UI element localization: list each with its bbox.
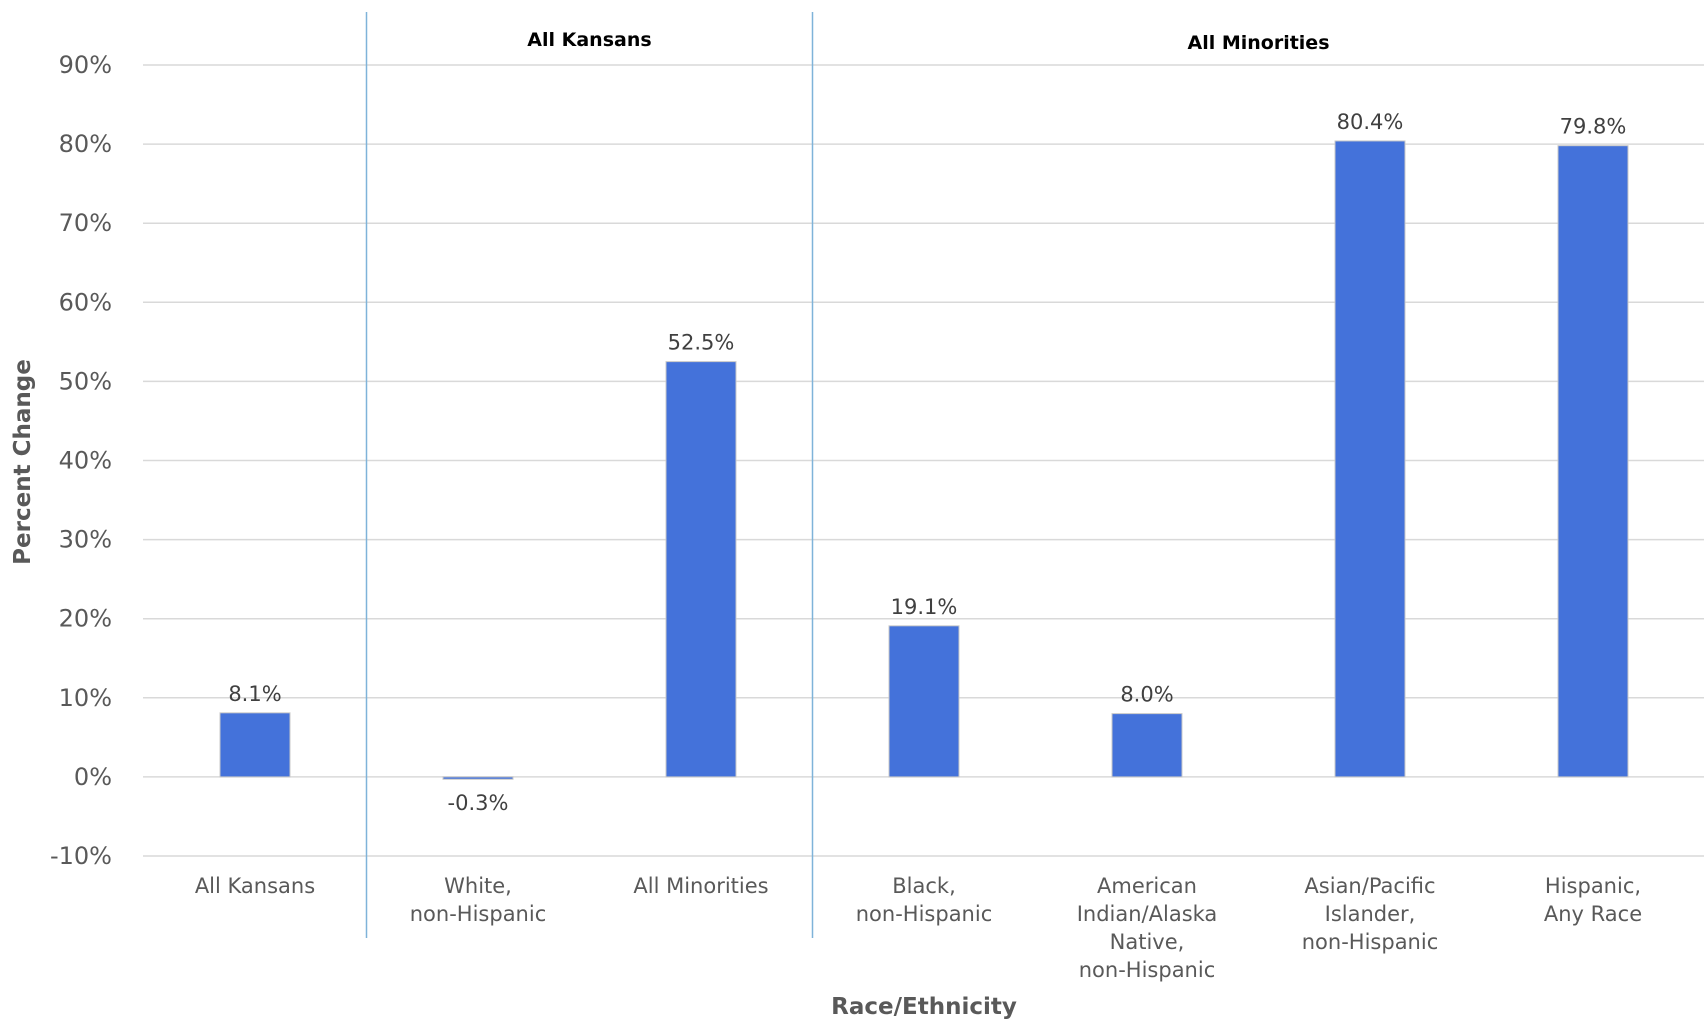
data-label: 79.8% — [1560, 115, 1627, 139]
group-label: All Kansans — [527, 29, 651, 51]
y-axis-title: Percent Change — [10, 359, 36, 565]
x-tick-label: All Kansans — [195, 874, 315, 898]
group-label: All Minorities — [1187, 32, 1329, 54]
y-tick-label: 90% — [59, 51, 112, 79]
bar — [442, 776, 514, 780]
data-label: -0.3% — [448, 791, 509, 815]
y-tick-label: 50% — [59, 367, 112, 395]
x-tick-label: White, non-Hispanic — [410, 874, 547, 926]
group-separators — [365, 12, 814, 938]
bar — [665, 361, 737, 778]
y-tick-label: 40% — [59, 447, 112, 475]
x-tick-label: American Indian/Alaska Native, non-Hispanic — [1077, 874, 1218, 982]
bar — [1557, 145, 1629, 778]
y-tick-label: 20% — [59, 605, 112, 633]
x-tick-label: All Minorities — [633, 874, 768, 898]
x-tick-label: Black, non-Hispanic — [856, 874, 993, 926]
bar — [888, 625, 960, 778]
y-tick-label: 70% — [59, 209, 112, 237]
x-tick-label: Hispanic, Any Race — [1544, 874, 1642, 926]
data-label: 8.0% — [1120, 683, 1173, 707]
bar — [219, 712, 291, 778]
y-tick-label: 0% — [74, 763, 112, 791]
gridlines — [143, 64, 1704, 857]
data-label: 52.5% — [668, 331, 735, 355]
x-tick-label: Asian/Pacific Islander, non-Hispanic — [1302, 874, 1439, 954]
y-tick-label: 60% — [59, 288, 112, 316]
data-label: 19.1% — [891, 595, 958, 619]
bar — [1111, 713, 1183, 778]
bar — [1334, 140, 1406, 778]
y-tick-label: 80% — [59, 130, 112, 158]
y-tick-label: -10% — [50, 842, 112, 870]
labels: -10% 0% 10% 20% 30% 40% 50% 60% 70% 80% 90% All Kan… — [50, 29, 1642, 982]
y-tick-label: 10% — [59, 684, 112, 712]
y-tick-label: 30% — [59, 526, 112, 554]
bars — [219, 140, 1629, 780]
x-axis-title: Race/Ethnicity — [831, 994, 1017, 1020]
data-label: 80.4% — [1337, 110, 1404, 134]
data-label: 8.1% — [228, 682, 281, 706]
